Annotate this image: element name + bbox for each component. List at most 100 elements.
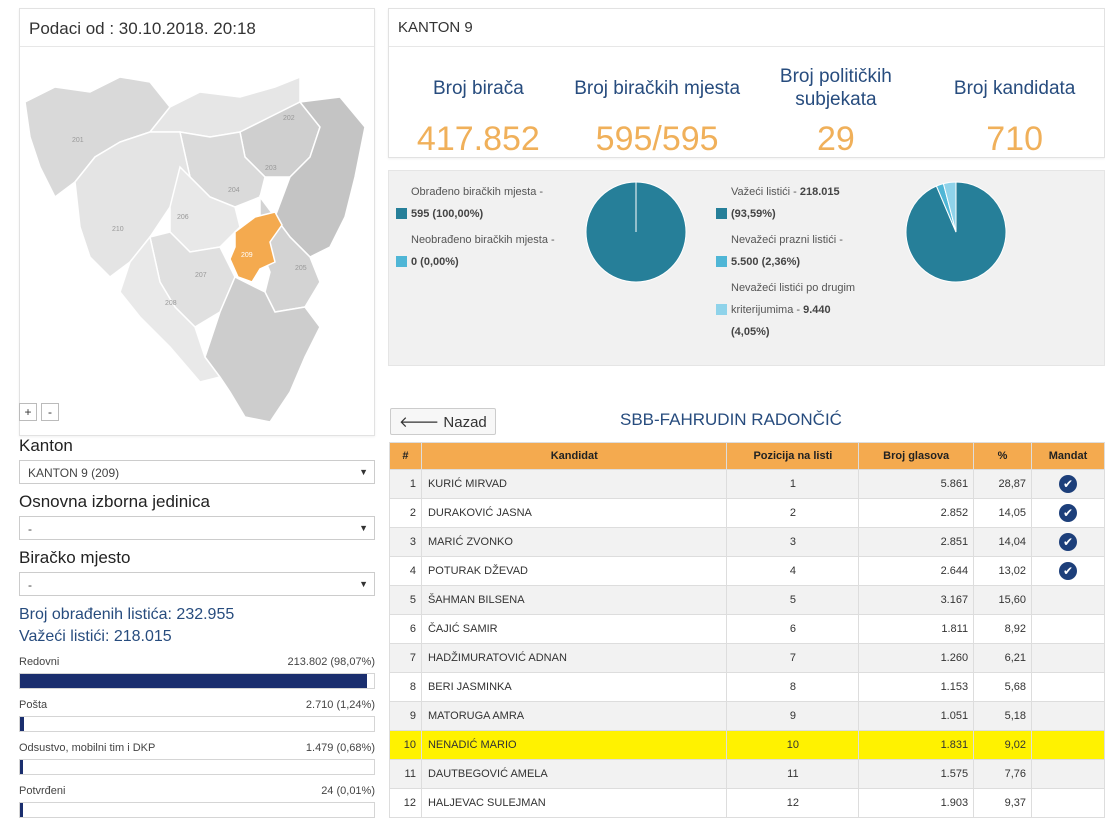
bar-value: 2.710 (1,24%) [305,699,375,711]
progress-bar [19,673,375,689]
cell-candidate: HADŽIMURATOVIĆ ADNAN [420,643,728,673]
progress-bar-fill [20,803,23,817]
cell-candidate: BERI JASMINKA [420,672,728,702]
pie2-group [905,181,1007,283]
cell-candidate: MATORUGA AMRA [420,701,728,731]
cell-percent: 28,87 [973,469,1033,499]
ballots-pie-chart [905,181,1007,283]
bm-select[interactable]: - ▼ [19,572,375,596]
map-region-south[interactable] [204,275,321,423]
table-row[interactable]: 12 HALJEVAC SULEJMAN 12 1.903 9,37 [389,788,1105,818]
table-row[interactable]: 1 KURIĆ MIRVAD 1 5.861 28,87 ✔ [389,469,1105,499]
zoom-in-button[interactable]: + [19,403,37,421]
map-label-209: 209 [241,252,253,259]
cell-position: 12 [726,788,860,818]
cell-percent: 14,04 [973,527,1033,557]
bm-select-value: - [28,578,32,592]
right-panel: KANTON 9 Broj birača 417.852 Broj biračk… [388,8,1105,818]
col-header-candidate[interactable]: Kandidat [420,442,728,470]
map-label-205: 205 [295,265,307,272]
back-button[interactable]: 🡐 Nazad [390,408,496,435]
cell-position: 11 [726,759,860,789]
stat-label: Broj kandidata [953,77,1076,99]
table-row[interactable]: 3 MARIĆ ZVONKO 3 2.851 14,04 ✔ [389,527,1105,557]
bar-label: Odsustvo, mobilni tim i DKP [19,742,156,754]
map-region-209-selected[interactable] [229,211,283,283]
oij-select[interactable]: - ▼ [19,516,375,540]
legend-text: kriterijumima - [731,304,801,316]
cell-percent: 15,60 [973,585,1033,615]
map-label-210: 210 [112,226,124,233]
legend-swatch [716,208,727,219]
bar-label: Redovni [19,656,60,668]
table-row[interactable]: 2 DURAKOVIĆ JASNA 2 2.852 14,05 ✔ [389,498,1105,528]
progress-bar-fill [20,674,368,688]
col-header-votes[interactable]: Broj glasova [858,442,975,470]
stat-label: Broj političkih subjekata [779,66,892,110]
stat-candidates: Broj kandidata 710 [925,47,1104,159]
cell-position: 7 [726,643,860,673]
candidates-table: # Kandidat Pozicija na listi Broj glasov… [389,442,1105,818]
bar-row: Pošta 2.710 (1,24%) [19,699,375,711]
map-label-207: 207 [195,272,207,279]
table-row[interactable]: 7 HADŽIMURATOVIĆ ADNAN 7 1.260 6,21 [389,643,1105,673]
table-row[interactable]: 9 MATORUGA AMRA 9 1.051 5,18 [389,701,1105,731]
charts-panel: Obrađeno biračkih mjesta - 595 (100,00%)… [388,170,1105,366]
table-row[interactable]: 11 DAUTBEGOVIĆ AMELA 11 1.575 7,76 [389,759,1105,789]
cell-percent: 13,02 [973,556,1033,586]
legend-swatch [396,208,407,219]
stat-voters: Broj birača 417.852 [389,47,568,159]
table-row[interactable]: 4 POTURAK DŽEVAD 4 2.644 13,02 ✔ [389,556,1105,586]
progress-bar [19,759,375,775]
cell-position: 3 [726,527,860,557]
map-label-201: 201 [72,137,84,144]
cell-votes: 5.861 [858,469,975,499]
cell-votes: 3.167 [858,585,975,615]
cell-votes: 1.153 [858,672,975,702]
cell-position: 8 [726,672,860,702]
bar-value: 24 (0,01%) [321,785,375,797]
cell-index: 8 [389,672,422,702]
legend-text: Neobrađeno biračkih mjesta - [411,234,555,246]
cell-position: 6 [726,614,860,644]
bih-map-svg[interactable]: 201 202 203 204 205 206 207 208 209 210 [20,47,374,435]
table-row[interactable]: 5 ŠAHMAN BILSENA 5 3.167 15,60 [389,585,1105,615]
stat-value: 595/595 [595,120,719,158]
legend-value: 5.500 (2,36%) [731,256,801,268]
check-circle-icon: ✔ [1059,504,1078,522]
col-header-mandate[interactable]: Mandat [1031,442,1105,470]
table-row[interactable]: 10 NENADIĆ MARIO 10 1.831 9,02 [389,730,1105,760]
zoom-out-button[interactable]: - [41,403,59,421]
legend-item: Obrađeno biračkih mjesta - 595 (100,00%) [396,181,576,225]
stat-label: Broj birača [432,77,524,99]
progress-bar-fill [20,717,25,731]
bar-row: Redovni 213.802 (98,07%) [19,656,375,668]
summary-stats: Broj birača 417.852 Broj biračkih mjesta… [389,47,1104,159]
back-label: Nazad [443,414,487,431]
chevron-down-icon: ▼ [359,579,368,589]
col-header-percent[interactable]: % [973,442,1033,470]
party-title: SBB-FAHRUDIN RADONČIĆ [620,410,842,429]
cell-mandate: ✔ [1031,469,1105,499]
legend-item: Važeći listići - 218.015 (93,59%) [716,181,896,225]
legend-value: 595 (100,00%) [411,208,484,220]
cell-position: 1 [726,469,860,499]
table-row[interactable]: 6 ČAJIĆ SAMIR 6 1.811 8,92 [389,614,1105,644]
cell-candidate: POTURAK DŽEVAD [420,556,728,586]
ballot-type-bars: Redovni 213.802 (98,07%) Pošta 2.710 (1,24%… [19,656,375,818]
cell-index: 11 [389,759,422,789]
col-header-index[interactable]: # [389,442,422,470]
stat-value: 417.852 [416,120,540,158]
bar-row: Odsustvo, mobilni tim i DKP 1.479 (0,68%) [19,742,375,754]
cell-percent: 5,18 [973,701,1033,731]
polling-pie-chart [585,181,687,283]
cell-mandate [1031,701,1105,731]
cell-mandate [1031,585,1105,615]
cell-candidate: MARIĆ ZVONKO [420,527,728,557]
cell-percent: 6,21 [973,643,1033,673]
kanton-select[interactable]: KANTON 9 (209) ▼ [19,460,375,484]
col-header-position[interactable]: Pozicija na listi [726,442,860,470]
canton-map[interactable]: 201 202 203 204 205 206 207 208 209 210 [20,47,374,435]
table-row[interactable]: 8 BERI JASMINKA 8 1.153 5,68 [389,672,1105,702]
cell-mandate [1031,672,1105,702]
